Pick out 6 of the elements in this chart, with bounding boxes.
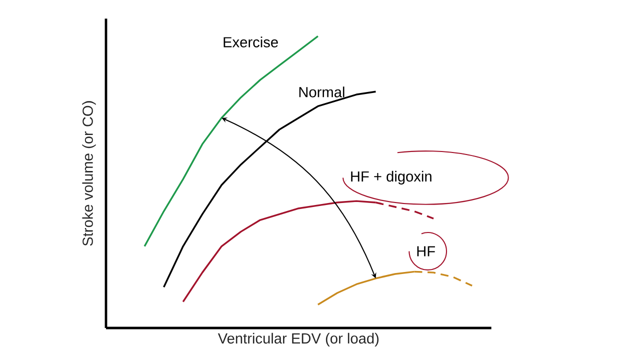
series-label: HF: [417, 246, 435, 256]
y-axis-title: Stroke volume (or CO): [82, 101, 96, 246]
x-axis-title: Ventricular EDV (or load): [218, 332, 379, 346]
series-label: HF + digoxin: [351, 170, 432, 185]
series-label: Normal: [299, 86, 344, 98]
series-label: Exercise: [224, 36, 278, 48]
